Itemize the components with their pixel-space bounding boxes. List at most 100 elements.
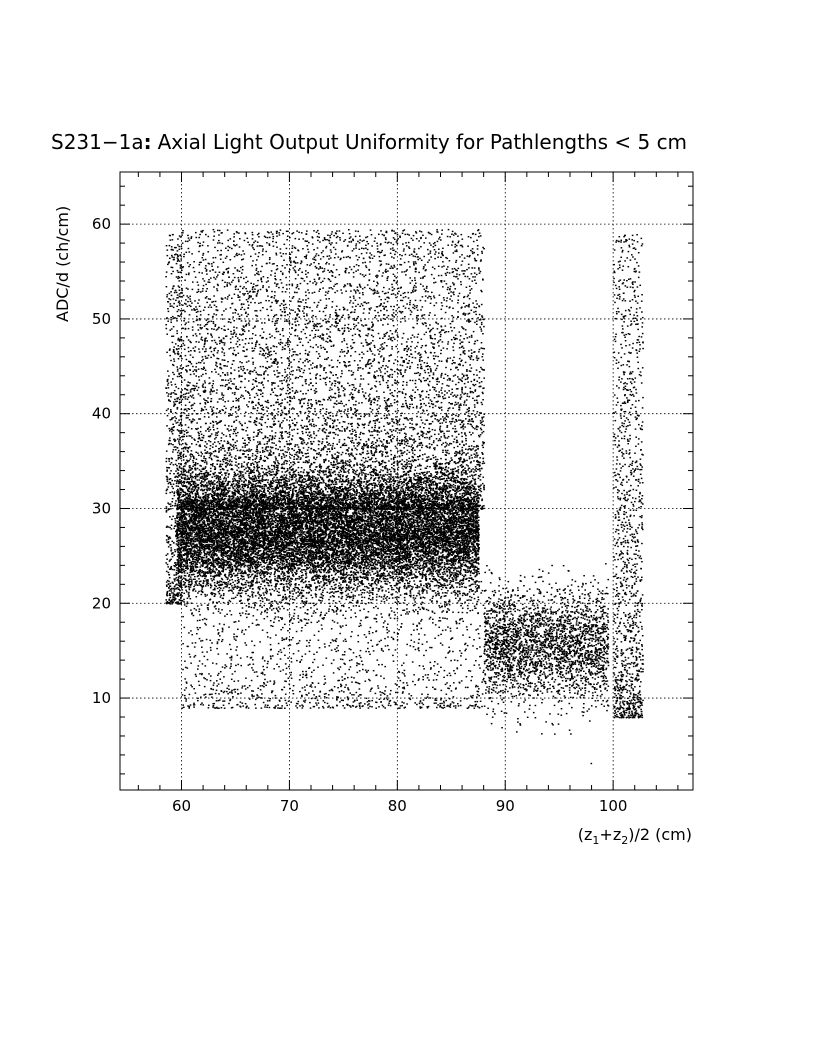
scatter-point — [416, 481, 418, 484]
scatter-point — [348, 581, 350, 583]
scatter-point — [439, 620, 442, 622]
scatter-point — [181, 537, 184, 539]
scatter-point — [472, 448, 474, 450]
scatter-point — [230, 495, 233, 498]
scatter-point — [265, 479, 268, 481]
scatter-point — [290, 479, 293, 481]
scatter-point — [311, 471, 314, 474]
scatter-point — [318, 489, 320, 492]
scatter-point — [438, 563, 441, 566]
scatter-point — [445, 569, 448, 571]
scatter-point — [393, 563, 396, 565]
scatter-point — [372, 514, 374, 517]
scatter-point — [253, 570, 256, 573]
scatter-point — [261, 537, 263, 539]
scatter-point — [295, 578, 297, 580]
scatter-point — [180, 513, 182, 516]
scatter-point — [198, 472, 201, 475]
scatter-point — [389, 548, 391, 551]
scatter-point — [268, 520, 271, 522]
scatter-point — [236, 582, 239, 585]
scatter-point — [269, 474, 272, 476]
scatter-point — [205, 499, 208, 502]
scatter-point — [350, 551, 353, 553]
scatter-point — [476, 570, 478, 572]
scatter-point — [436, 550, 439, 552]
scatter-point — [218, 608, 220, 610]
scatter-point — [247, 575, 250, 577]
scatter-point — [242, 487, 245, 490]
scatter-point — [301, 558, 304, 561]
scatter-point — [381, 537, 384, 539]
scatter-point — [474, 583, 477, 585]
scatter-point — [381, 492, 384, 494]
scatter-point — [352, 488, 354, 490]
scatter-point — [192, 550, 195, 552]
scatter-point — [246, 527, 249, 529]
scatter-point — [280, 532, 283, 535]
scatter-point — [251, 591, 253, 593]
scatter-point — [335, 546, 338, 548]
scatter-point — [430, 580, 432, 582]
scatter-point — [196, 520, 199, 522]
scatter-point — [426, 547, 429, 550]
scatter-point — [380, 580, 383, 583]
scatter-point — [456, 546, 459, 548]
scatter-point — [342, 563, 345, 565]
scatter-point — [473, 581, 476, 583]
scatter-point — [342, 556, 345, 558]
scatter-point — [265, 469, 268, 471]
scatter-point — [188, 558, 190, 560]
scatter-point — [428, 529, 431, 531]
scatter-point — [336, 530, 338, 532]
scatter-point — [344, 553, 346, 555]
scatter-point — [294, 543, 297, 545]
scatter-point — [226, 550, 229, 552]
scatter-point — [312, 470, 314, 472]
scatter-point — [344, 537, 346, 540]
scatter-point — [419, 608, 422, 611]
scatter-point — [324, 553, 326, 556]
scatter-point — [360, 556, 363, 559]
scatter-point — [226, 506, 228, 508]
chart-title-text: Axial Light Output Uniformity for Pathle… — [158, 130, 687, 154]
scatter-point — [418, 586, 421, 588]
scatter-point — [255, 582, 257, 584]
scatter-point — [299, 535, 301, 537]
scatter-point — [296, 570, 298, 573]
scatter-point — [241, 542, 244, 545]
scatter-point — [298, 548, 301, 550]
scatter-point — [467, 520, 470, 522]
scatter-point — [432, 547, 435, 550]
scatter-point — [364, 546, 367, 549]
scatter-point — [397, 526, 399, 528]
scatter-point — [306, 418, 308, 420]
scatter-point — [425, 512, 428, 515]
scatter-point — [441, 486, 443, 489]
scatter-point — [449, 630, 452, 632]
scatter-point — [188, 545, 191, 547]
scatter-point — [316, 608, 318, 610]
scatter-point — [346, 571, 348, 574]
chart-title: S231−1a: Axial Light Output Uniformity fo… — [51, 130, 687, 154]
scatter-point — [348, 518, 350, 520]
scatter-point — [370, 560, 373, 562]
scatter-point — [443, 563, 446, 566]
scatter-point — [448, 609, 451, 611]
scatter-point — [210, 578, 213, 580]
scatter-point — [295, 530, 297, 532]
scatter-point — [350, 466, 353, 469]
scatter-point — [378, 560, 380, 562]
scatter-point — [211, 593, 213, 596]
scatter-point — [476, 494, 479, 496]
scatter-point — [452, 523, 455, 526]
scatter-point — [235, 551, 238, 553]
scatter-point — [193, 526, 196, 528]
scatter-point — [238, 570, 240, 572]
scatter-point — [361, 602, 363, 604]
scatter-point — [191, 582, 193, 584]
scatter-point — [397, 516, 400, 519]
scatter-point — [223, 562, 225, 565]
data-points — [165, 228, 644, 765]
scatter-point — [199, 555, 202, 558]
